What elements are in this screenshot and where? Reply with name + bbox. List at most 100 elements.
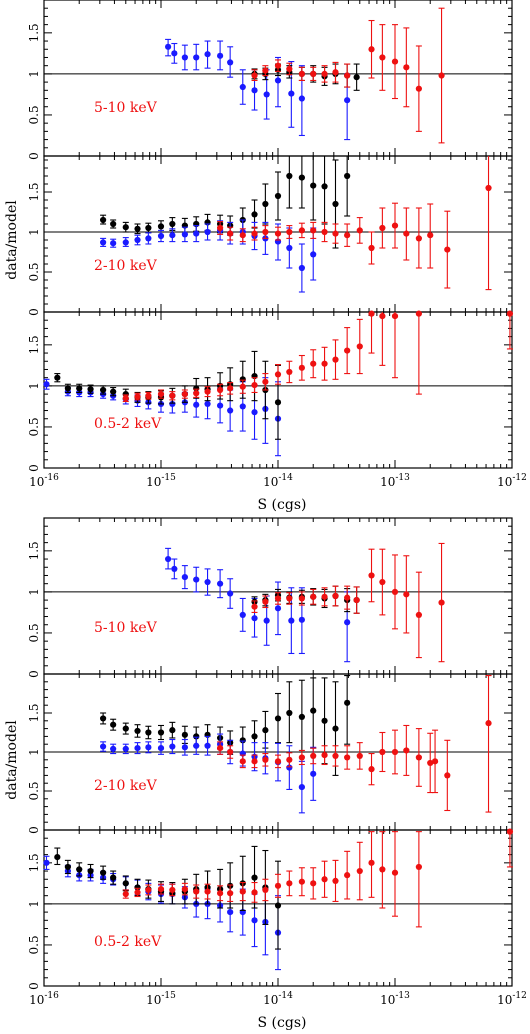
point-marker — [274, 230, 282, 237]
point-marker — [100, 715, 107, 722]
point-marker — [193, 888, 200, 895]
point-marker — [332, 230, 339, 237]
point-marker — [262, 378, 269, 385]
data-point — [353, 63, 360, 91]
data-point — [251, 881, 258, 903]
y-tick-label: 1.5 — [27, 853, 41, 872]
data-point — [344, 850, 351, 900]
point-marker — [217, 745, 224, 752]
data-point — [506, 828, 514, 868]
point-marker — [379, 313, 386, 320]
data-point — [286, 156, 293, 209]
point-marker — [403, 64, 410, 71]
data-point — [76, 862, 83, 877]
data-point — [227, 884, 234, 902]
data-point — [391, 24, 399, 100]
data-point — [353, 586, 360, 614]
data-point — [444, 739, 451, 812]
point-marker — [227, 909, 234, 916]
data-point — [181, 226, 188, 243]
point-marker — [344, 232, 351, 239]
data-point — [110, 743, 117, 755]
x-tick-label: 10-14 — [263, 991, 293, 1007]
point-marker — [415, 754, 422, 761]
data-point — [64, 383, 71, 394]
point-marker — [193, 733, 200, 740]
black-series — [54, 845, 282, 950]
point-marker — [391, 588, 399, 595]
data-point — [100, 712, 107, 725]
red-series — [217, 156, 492, 291]
red-series — [217, 675, 492, 813]
point-marker — [438, 599, 445, 606]
top-panel-2-10-kev: 0 0.5 1 1.5 2-10 keV — [27, 155, 513, 316]
point-marker — [157, 729, 165, 736]
data-point — [193, 884, 200, 899]
data-point — [310, 747, 317, 765]
point-marker — [251, 889, 258, 896]
data-point — [251, 754, 258, 769]
data-point — [251, 69, 258, 82]
point-marker — [181, 731, 188, 738]
point-marker — [193, 742, 200, 749]
data-point — [171, 42, 178, 64]
point-marker — [438, 72, 445, 79]
point-marker — [310, 227, 317, 234]
bottom-figure: 0 0.5 1 1.5 5-10 keV 0 0.5 1 1.5 2-10 keV 0 0.5 1 1… — [4, 517, 527, 1031]
point-marker — [251, 758, 258, 765]
point-marker — [310, 707, 317, 714]
data-point — [251, 377, 258, 394]
point-marker — [193, 385, 200, 392]
data-point — [274, 754, 282, 769]
y-tick-label: 0.5 — [27, 935, 41, 954]
data-point — [110, 219, 117, 229]
data-point — [368, 231, 375, 265]
point-marker — [171, 565, 178, 573]
point-marker — [110, 388, 117, 395]
top-figure: 0 0.5 1 1.5 5-10 keV 0 0.5 1 1.5 2-10 keV 0 0.5 1 1… — [4, 0, 527, 513]
data-point — [262, 65, 269, 77]
point-marker — [298, 713, 305, 721]
data-point — [251, 600, 258, 613]
point-marker — [169, 727, 176, 734]
data-point — [444, 210, 451, 289]
black-series — [54, 350, 282, 440]
data-point — [274, 592, 282, 605]
point-marker — [391, 869, 399, 876]
point-marker — [145, 744, 152, 751]
point-marker — [204, 400, 211, 408]
point-marker — [274, 399, 282, 406]
data-point — [368, 310, 375, 354]
point-marker — [134, 745, 141, 752]
data-point — [368, 19, 375, 79]
point-marker — [169, 886, 176, 894]
point-marker — [262, 200, 269, 208]
point-marker — [145, 886, 152, 894]
point-marker — [122, 224, 129, 231]
data-point — [157, 229, 165, 243]
point-marker — [204, 742, 211, 749]
point-marker — [54, 374, 61, 381]
data-point — [379, 548, 386, 616]
point-marker — [427, 759, 434, 767]
data-point — [134, 742, 141, 755]
data-point — [310, 677, 317, 749]
red-series — [251, 7, 445, 144]
y-tick-label: 0 — [27, 982, 41, 990]
data-point — [204, 386, 211, 398]
point-marker — [368, 244, 375, 252]
data-point — [286, 62, 293, 76]
data-point — [332, 859, 339, 902]
point-marker — [321, 360, 328, 367]
data-point — [169, 391, 176, 401]
point-marker — [344, 699, 351, 706]
data-point — [391, 312, 399, 379]
band-label: 5-10 keV — [94, 620, 158, 636]
point-marker — [227, 590, 234, 597]
point-marker — [310, 770, 317, 777]
point-marker — [506, 310, 514, 317]
point-marker — [204, 578, 211, 586]
point-marker — [344, 872, 351, 879]
data-point — [145, 222, 152, 234]
point-marker — [262, 756, 269, 763]
